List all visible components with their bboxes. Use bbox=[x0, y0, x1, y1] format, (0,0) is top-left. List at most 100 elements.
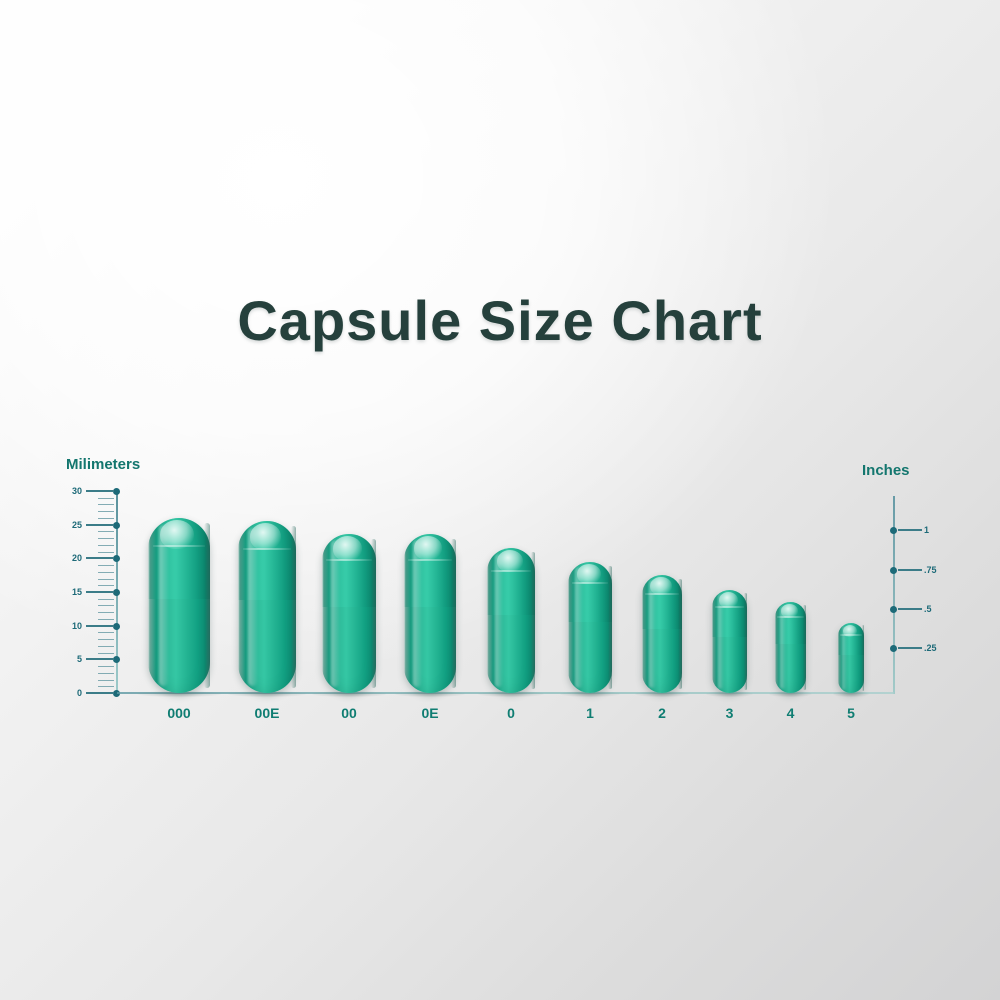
capsule-0E[interactable] bbox=[404, 534, 456, 693]
mm-tick-label: 25 bbox=[71, 519, 82, 530]
capsule-cap bbox=[712, 590, 747, 637]
capsule-3[interactable] bbox=[712, 590, 747, 693]
capsule-cap bbox=[148, 518, 210, 599]
capsule-size-label-5: 5 bbox=[847, 705, 855, 721]
mm-minor-tick bbox=[98, 511, 114, 513]
capsule-cap bbox=[568, 562, 612, 622]
mm-minor-tick bbox=[98, 598, 114, 600]
capsule-edge-shading bbox=[678, 578, 682, 690]
capsule-size-label-3: 3 bbox=[725, 705, 734, 721]
capsule-edge-shading bbox=[371, 538, 376, 689]
capsule-5[interactable] bbox=[838, 623, 864, 693]
capsule-seam bbox=[777, 616, 804, 618]
mm-major-tick bbox=[86, 658, 114, 661]
inches-tick-dot bbox=[890, 527, 897, 534]
mm-minor-tick bbox=[98, 571, 114, 573]
mm-minor-tick bbox=[98, 666, 114, 668]
inches-tick-dot bbox=[890, 645, 897, 652]
capsule-highlight bbox=[332, 536, 362, 561]
capsule-cap bbox=[775, 602, 806, 644]
mm-major-dot bbox=[113, 488, 120, 495]
mm-minor-tick bbox=[98, 672, 114, 674]
capsule-seam bbox=[714, 606, 745, 608]
capsule-highlight bbox=[160, 520, 194, 549]
capsule-seam bbox=[645, 593, 679, 595]
capsule-sheen bbox=[495, 553, 503, 688]
capsule-sheen bbox=[158, 525, 168, 686]
capsule-seam bbox=[152, 545, 206, 547]
capsule-seam bbox=[242, 548, 292, 550]
capsule-size-label-1: 1 bbox=[586, 705, 594, 721]
capsule-size-label-00: 00 bbox=[341, 705, 357, 721]
mm-minor-tick bbox=[98, 645, 114, 647]
inches-tick-label: .5 bbox=[924, 604, 932, 614]
capsule-sheen bbox=[842, 625, 847, 691]
mm-minor-tick bbox=[98, 585, 114, 587]
page-title: Capsule Size Chart bbox=[237, 289, 763, 352]
mm-tick-label: 10 bbox=[71, 620, 82, 631]
chart-baseline bbox=[117, 692, 894, 694]
mm-minor-tick bbox=[98, 531, 114, 533]
capsule-00E[interactable] bbox=[238, 521, 296, 693]
mm-major-dot bbox=[113, 521, 120, 529]
capsule-edge-shading bbox=[451, 538, 456, 689]
inches-tick-mark bbox=[898, 647, 922, 649]
capsule-cap bbox=[404, 534, 456, 607]
inches-tick-label: .25 bbox=[924, 643, 937, 653]
mm-major-tick bbox=[86, 591, 114, 593]
mm-minor-tick bbox=[98, 632, 114, 634]
mm-minor-tick bbox=[98, 544, 114, 546]
mm-minor-tick bbox=[98, 686, 114, 688]
capsule-sheen bbox=[780, 605, 785, 690]
capsule-00[interactable] bbox=[322, 534, 376, 693]
capsule-highlight bbox=[781, 604, 798, 618]
capsule-cap bbox=[487, 548, 535, 615]
mm-major-dot bbox=[113, 656, 120, 664]
mm-minor-tick bbox=[98, 565, 114, 567]
capsule-000[interactable] bbox=[148, 518, 210, 693]
inches-tick-mark bbox=[898, 569, 922, 571]
mm-minor-tick bbox=[98, 497, 114, 499]
inches-tick-dot bbox=[890, 567, 897, 574]
capsule-seam bbox=[408, 559, 452, 561]
capsule-cap bbox=[838, 623, 864, 655]
capsule-highlight bbox=[249, 523, 281, 550]
mm-minor-tick bbox=[98, 652, 114, 654]
mm-minor-tick bbox=[98, 679, 114, 681]
mm-tick-label: 30 bbox=[71, 486, 82, 496]
capsule-1[interactable] bbox=[568, 562, 612, 693]
capsule-sheen bbox=[247, 527, 257, 687]
capsule-sheen bbox=[575, 567, 583, 688]
mm-major-tick bbox=[86, 624, 114, 627]
capsule-size-label-0E: 0E bbox=[421, 705, 439, 721]
capsule-seam bbox=[326, 559, 372, 561]
mm-tick-label: 15 bbox=[71, 587, 82, 597]
capsule-4[interactable] bbox=[775, 602, 806, 693]
capsule-2[interactable] bbox=[642, 575, 682, 693]
mm-minor-tick bbox=[98, 504, 114, 506]
capsule-highlight bbox=[414, 536, 443, 560]
mm-major-tick bbox=[86, 523, 114, 526]
mm-major-tick bbox=[86, 557, 114, 560]
capsule-cap bbox=[642, 575, 682, 629]
capsule-cap bbox=[238, 521, 296, 600]
capsule-sheen bbox=[717, 594, 724, 689]
mm-major-tick bbox=[86, 692, 114, 694]
inches-tick-mark bbox=[898, 529, 922, 531]
mm-minor-tick bbox=[98, 538, 114, 540]
inches-tick-label: 1 bbox=[924, 525, 930, 535]
capsule-size-label-2: 2 bbox=[658, 705, 666, 721]
mm-minor-tick bbox=[98, 578, 114, 580]
capsule-highlight bbox=[843, 625, 858, 637]
mm-minor-tick bbox=[98, 612, 114, 614]
capsule-seam bbox=[490, 570, 532, 572]
inches-axis-line bbox=[893, 496, 895, 694]
capsule-highlight bbox=[496, 550, 523, 572]
mm-major-tick bbox=[86, 490, 114, 492]
capsule-0[interactable] bbox=[487, 548, 535, 693]
capsule-size-label-4: 4 bbox=[786, 705, 795, 721]
capsule-sheen bbox=[331, 540, 340, 687]
capsule-cap bbox=[322, 534, 376, 607]
